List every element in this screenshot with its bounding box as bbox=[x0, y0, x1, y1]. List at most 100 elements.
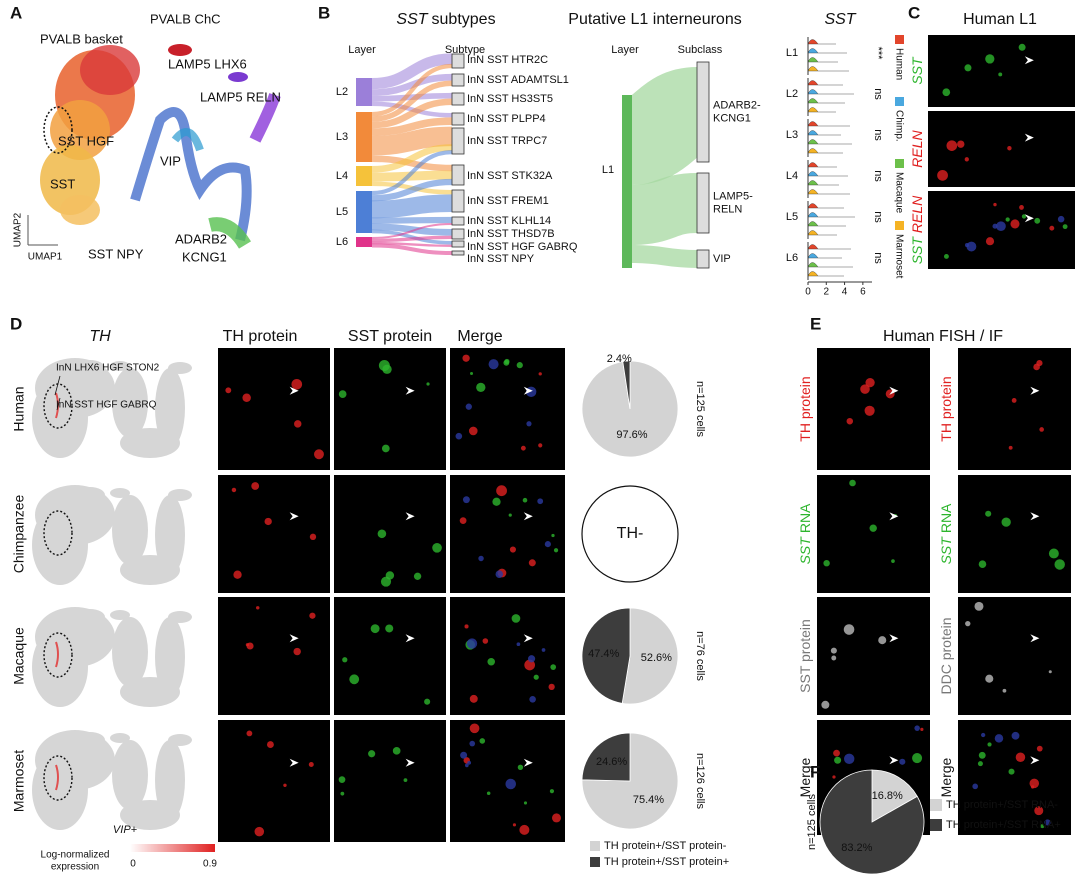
x-tick-label: 6 bbox=[860, 287, 866, 298]
row-label: TH protein bbox=[938, 376, 954, 441]
umap-d bbox=[32, 358, 192, 830]
panel-title: Human FISH / IF bbox=[883, 328, 1003, 345]
micrograph bbox=[958, 475, 1071, 593]
cell bbox=[426, 382, 430, 386]
axis-label: UMAP1 bbox=[28, 252, 63, 263]
cell bbox=[1036, 745, 1043, 752]
cell bbox=[977, 761, 983, 767]
cell bbox=[946, 140, 958, 151]
subtype-label: InN SST PLPP4 bbox=[467, 113, 546, 125]
cell bbox=[551, 813, 561, 823]
layer-bar bbox=[356, 166, 372, 186]
cell bbox=[432, 542, 442, 553]
column-header: Subclass bbox=[678, 44, 723, 56]
sankey-title: SST subtypes bbox=[396, 11, 495, 28]
cell bbox=[978, 751, 986, 759]
cell bbox=[1048, 670, 1052, 674]
cell bbox=[972, 783, 979, 790]
violin bbox=[807, 89, 819, 95]
layer-label: L2 bbox=[336, 86, 348, 98]
cell bbox=[503, 359, 510, 366]
subtype-box bbox=[451, 73, 465, 87]
micrograph bbox=[817, 475, 930, 593]
cell bbox=[1030, 785, 1035, 789]
cell bbox=[338, 390, 347, 398]
micrograph bbox=[817, 597, 930, 715]
cell bbox=[846, 417, 854, 425]
cell bbox=[914, 725, 920, 731]
flow bbox=[631, 245, 698, 268]
subtype-label: InN SST HGF GABRQ bbox=[467, 241, 578, 253]
cell bbox=[831, 655, 837, 661]
layer-bar bbox=[356, 78, 372, 106]
umap-cloud bbox=[155, 368, 185, 448]
significance: ns bbox=[872, 129, 884, 141]
cell bbox=[309, 533, 317, 541]
micrograph bbox=[334, 720, 446, 842]
cell bbox=[985, 510, 992, 517]
panel-label: E bbox=[810, 314, 821, 333]
umap-cloud bbox=[32, 627, 88, 707]
umap-cloud bbox=[112, 740, 148, 810]
cell bbox=[1018, 43, 1026, 51]
column-header: Layer bbox=[611, 44, 639, 56]
arrowhead bbox=[1030, 512, 1040, 521]
cell bbox=[233, 570, 242, 579]
cell bbox=[1044, 819, 1051, 826]
cell bbox=[520, 445, 526, 451]
flow bbox=[371, 73, 453, 96]
flow bbox=[371, 241, 453, 247]
legend-swatch bbox=[895, 221, 904, 230]
cell bbox=[965, 620, 971, 627]
cell bbox=[492, 497, 501, 506]
arrowhead bbox=[289, 758, 299, 767]
subtype-label: InN SST HTR2C bbox=[467, 54, 548, 66]
flow bbox=[371, 170, 453, 182]
cell bbox=[942, 88, 951, 97]
flow bbox=[371, 235, 453, 243]
cell bbox=[1054, 559, 1065, 570]
pie-label: 16.8% bbox=[872, 790, 903, 802]
cell bbox=[254, 826, 265, 837]
cell bbox=[242, 393, 251, 402]
legend-label: Macaque bbox=[893, 172, 904, 214]
cell bbox=[479, 738, 486, 744]
n-label: n=125 cells bbox=[694, 381, 706, 437]
cell bbox=[380, 576, 392, 587]
umap-cloud bbox=[32, 750, 88, 830]
colorbar-title: Log-normalized bbox=[41, 850, 110, 861]
pie-label: 2.4% bbox=[607, 353, 632, 365]
umap-cloud bbox=[75, 732, 105, 748]
panel-label: D bbox=[10, 314, 22, 333]
cell bbox=[538, 372, 542, 376]
pie-slice bbox=[581, 607, 631, 704]
violin bbox=[807, 121, 819, 127]
expression bbox=[55, 764, 59, 791]
subtype-box bbox=[451, 127, 465, 155]
row-label-part: SST protein bbox=[797, 619, 813, 693]
colorbar-tick: 0 bbox=[130, 859, 136, 870]
cell bbox=[264, 517, 272, 526]
legend-label: TH protein+/SST protein+ bbox=[604, 856, 729, 868]
arrowhead bbox=[1030, 634, 1040, 643]
cell bbox=[849, 479, 856, 487]
cell bbox=[1034, 806, 1044, 816]
umap-cloud bbox=[168, 734, 192, 746]
cell bbox=[1007, 146, 1012, 151]
pie-label: 97.6% bbox=[616, 429, 647, 441]
cell bbox=[466, 638, 478, 649]
column-header: SST protein bbox=[348, 328, 432, 345]
colorbar bbox=[130, 844, 215, 852]
cell bbox=[860, 384, 870, 394]
violin bbox=[807, 230, 819, 236]
cell bbox=[516, 642, 521, 647]
cell bbox=[1036, 359, 1043, 367]
significance: ns bbox=[872, 252, 884, 264]
cell bbox=[464, 624, 469, 629]
cell bbox=[524, 659, 536, 671]
cell bbox=[548, 683, 555, 691]
pie-label: 75.4% bbox=[633, 794, 664, 806]
flow bbox=[371, 98, 453, 129]
cell bbox=[523, 801, 528, 805]
